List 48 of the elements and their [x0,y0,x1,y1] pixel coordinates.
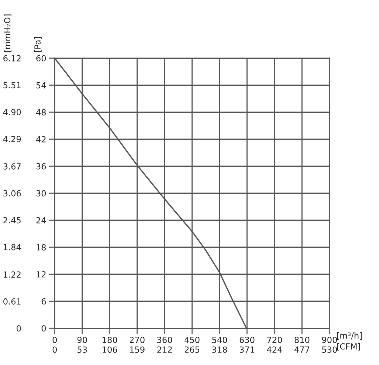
y2-tick-label: 6.12 [4,55,21,62]
y-tick-label: 54 [36,82,46,89]
x2-tick-label: 53 [78,346,88,354]
x2-tick-label: 477 [294,346,310,353]
x-tick-label: 180 [102,336,118,344]
y-tick-label: 6 [42,298,46,305]
y2-tick-label: 5.51 [4,82,21,89]
y2-tick-label: 4.29 [3,136,22,142]
y-tick-label: 36 [36,163,46,170]
x2-tick-label: 424 [267,346,282,353]
x2-tick-label: 212 [158,346,172,353]
x-tick-label: 450 [184,336,200,344]
y2-tick-label: 3.06 [4,190,22,197]
y-tick-label: 0 [42,325,46,332]
y2-tick-label: 2.45 [4,217,21,224]
y-axis-title: [Pa] [34,37,42,52]
y2-tick-label: 1.84 [4,244,22,251]
x2-tick-label: 265 [185,346,200,354]
y2-tick-label: 0 [16,325,22,332]
x2-axis-title: [CFM] [337,343,360,351]
x-tick-label: 630 [240,336,255,344]
x2-tick-label: 371 [240,346,254,354]
y-tick-label: 18 [36,244,46,251]
y-tick-label: 12 [36,271,46,278]
y2-tick-label: 0.61 [4,298,21,305]
x-tick-label: 720 [268,336,282,344]
x-tick-label: 90 [78,336,88,344]
y2-axis-title: [mmH₂O] [4,14,12,52]
x2-tick-label: 106 [102,346,118,354]
y-tick-label: 42 [36,136,46,143]
y2-tick-label: 1.22 [4,272,21,278]
y-tick-label: 60 [36,55,46,62]
x-tick-label: 540 [212,336,228,344]
y-tick-label: 24 [36,217,46,224]
x2-tick-label: 530 [322,346,338,354]
x-tick-label: 810 [294,336,310,344]
y-tick-label: 30 [36,190,46,197]
x-tick-label: 360 [158,336,172,344]
y2-tick-label: 3.67 [4,164,21,170]
y2-tick-label: 4.90 [3,109,22,116]
x-tick-label: 270 [130,336,145,344]
x-tick-label: 0 [52,336,58,344]
x-axis-title: [m³/h] [337,332,362,340]
y-tick-label: 48 [36,109,46,116]
x2-tick-label: 159 [130,346,145,354]
x2-tick-label: 0 [52,346,58,354]
x2-tick-label: 318 [212,346,228,354]
x-tick-label: 900 [322,336,338,344]
